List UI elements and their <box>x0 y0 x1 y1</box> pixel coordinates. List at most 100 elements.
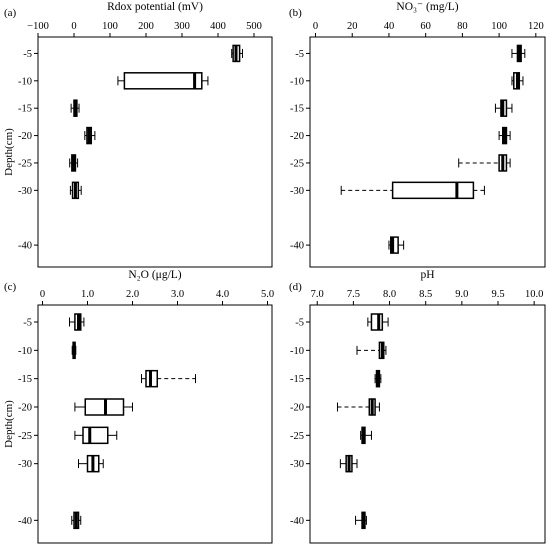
y-tick-label: -5 <box>295 318 304 329</box>
x-tick-label: 80 <box>457 21 468 32</box>
box-depth-5 <box>69 313 85 331</box>
x-tick-label: −100 <box>27 21 49 32</box>
x-tick-label: 5.0 <box>261 289 274 300</box>
x-tick-label: 3.0 <box>171 289 184 300</box>
box-depth-25 <box>360 426 372 445</box>
y-tick-label: -20 <box>18 403 32 414</box>
x-tick-label: 7.5 <box>347 289 360 300</box>
box-depth-25 <box>458 154 511 172</box>
y-tick-label: -15 <box>18 104 32 115</box>
y-tick-label: -30 <box>18 459 32 470</box>
panel-label: (b) <box>289 7 302 19</box>
plot-frame <box>309 36 546 268</box>
box-depth-30 <box>69 181 82 200</box>
y-tick-label: -25 <box>18 158 32 169</box>
box-depth-20 <box>74 398 133 416</box>
y-tick-label: -40 <box>290 241 304 252</box>
box-depth-10 <box>356 341 387 360</box>
panel-label: (c) <box>4 281 17 293</box>
box-depth-40 <box>355 511 367 530</box>
panel-1: (a) Rdox potential (mV) −100 0 100 200 300 400 5… <box>3 1 273 268</box>
box-depth-20 <box>84 126 96 145</box>
x-tick-label: 60 <box>420 21 431 32</box>
y-axis-label: Depth(cm) <box>3 128 15 176</box>
panel-label: (d) <box>289 281 302 293</box>
x-tick-label: 2.0 <box>126 289 139 300</box>
y-tick-label: -40 <box>18 241 32 252</box>
box-depth-10 <box>511 72 524 90</box>
y-tick-label: -15 <box>290 104 304 115</box>
x-tick-label: 40 <box>384 21 395 32</box>
x-tick-label: 120 <box>528 21 544 32</box>
plot-frame <box>37 304 273 544</box>
box-depth-25 <box>74 426 118 445</box>
y-tick-label: -5 <box>295 49 304 60</box>
panel-4: (d) pH 7.0 7.5 8.0 8.5 9.0 9.5 10.0 -5 -10 -15 -20 -2… <box>289 269 546 544</box>
box-depth-40 <box>388 236 405 254</box>
y-tick-label: -30 <box>290 459 304 470</box>
box-depth-15 <box>374 369 382 388</box>
box-depth-10 <box>117 72 209 90</box>
x-tick-label: 8.0 <box>383 289 396 300</box>
box-depth-15 <box>494 99 513 117</box>
x-tick-label: 1.0 <box>81 289 94 300</box>
box-depth-15 <box>70 99 80 117</box>
x-axis-title: pH <box>420 269 434 281</box>
x-tick-label: 200 <box>138 21 154 32</box>
box-depth-40 <box>71 511 82 530</box>
box-iqr <box>82 426 109 445</box>
y-tick-label: -15 <box>18 374 32 385</box>
panel-3: (c) N₂O (μg/L) 0 1.0 2.0 3.0 4.0 5.0 -5 -10 -15 -20… <box>3 269 274 544</box>
panel-label: (a) <box>4 7 17 19</box>
x-axis-title: NO₃⁻ (mg/L) <box>396 1 458 13</box>
x-tick-label: 20 <box>347 21 358 32</box>
y-tick-label: -5 <box>23 49 32 60</box>
box-iqr <box>390 236 399 254</box>
y-tick-label: -25 <box>290 158 304 169</box>
x-tick-label: 10.0 <box>525 289 543 300</box>
box-depth-15 <box>141 369 196 388</box>
y-tick-label: -5 <box>23 318 32 329</box>
x-tick-label: 400 <box>210 21 226 32</box>
plot-frame <box>309 304 546 544</box>
y-tick-label: -20 <box>290 403 304 414</box>
y-tick-label: -40 <box>18 516 32 527</box>
x-tick-label: 100 <box>102 21 118 32</box>
box-iqr <box>370 313 384 331</box>
box-depth-25 <box>69 154 79 172</box>
x-tick-label: 500 <box>246 21 262 32</box>
box-depth-30 <box>339 454 358 473</box>
x-tick-label: 100 <box>491 21 507 32</box>
x-tick-label: 0 <box>40 289 45 300</box>
box-depth-30 <box>340 181 485 200</box>
y-tick-label: -10 <box>290 346 304 357</box>
box-iqr <box>123 72 203 90</box>
y-tick-label: -10 <box>290 76 304 87</box>
x-tick-label: 300 <box>174 21 190 32</box>
x-tick-label: 0 <box>313 21 318 32</box>
box-depth-5 <box>231 44 243 63</box>
y-tick-label: -10 <box>18 346 32 357</box>
x-tick-label: 7.0 <box>311 289 324 300</box>
y-tick-label: -15 <box>290 374 304 385</box>
x-tick-label: 4.0 <box>216 289 229 300</box>
x-tick-label: 9.5 <box>491 289 504 300</box>
y-tick-label: -30 <box>18 186 32 197</box>
x-tick-label: 9.0 <box>455 289 468 300</box>
y-tick-label: -20 <box>18 131 32 142</box>
x-tick-label: 8.5 <box>419 289 432 300</box>
y-axis-label: Depth(cm) <box>3 400 15 448</box>
box-iqr <box>391 181 475 200</box>
x-axis-title: Rdox potential (mV) <box>107 1 203 13</box>
box-depth-10 <box>71 341 77 360</box>
y-tick-label: -25 <box>18 431 32 442</box>
y-tick-label: -40 <box>290 516 304 527</box>
y-tick-label: -10 <box>18 76 32 87</box>
x-axis-title: N₂O (μg/L) <box>128 269 181 281</box>
y-tick-label: -30 <box>290 186 304 197</box>
y-tick-label: -20 <box>290 131 304 142</box>
box-depth-20 <box>498 126 511 145</box>
box-depth-20 <box>336 398 380 416</box>
box-depth-5 <box>367 313 389 331</box>
